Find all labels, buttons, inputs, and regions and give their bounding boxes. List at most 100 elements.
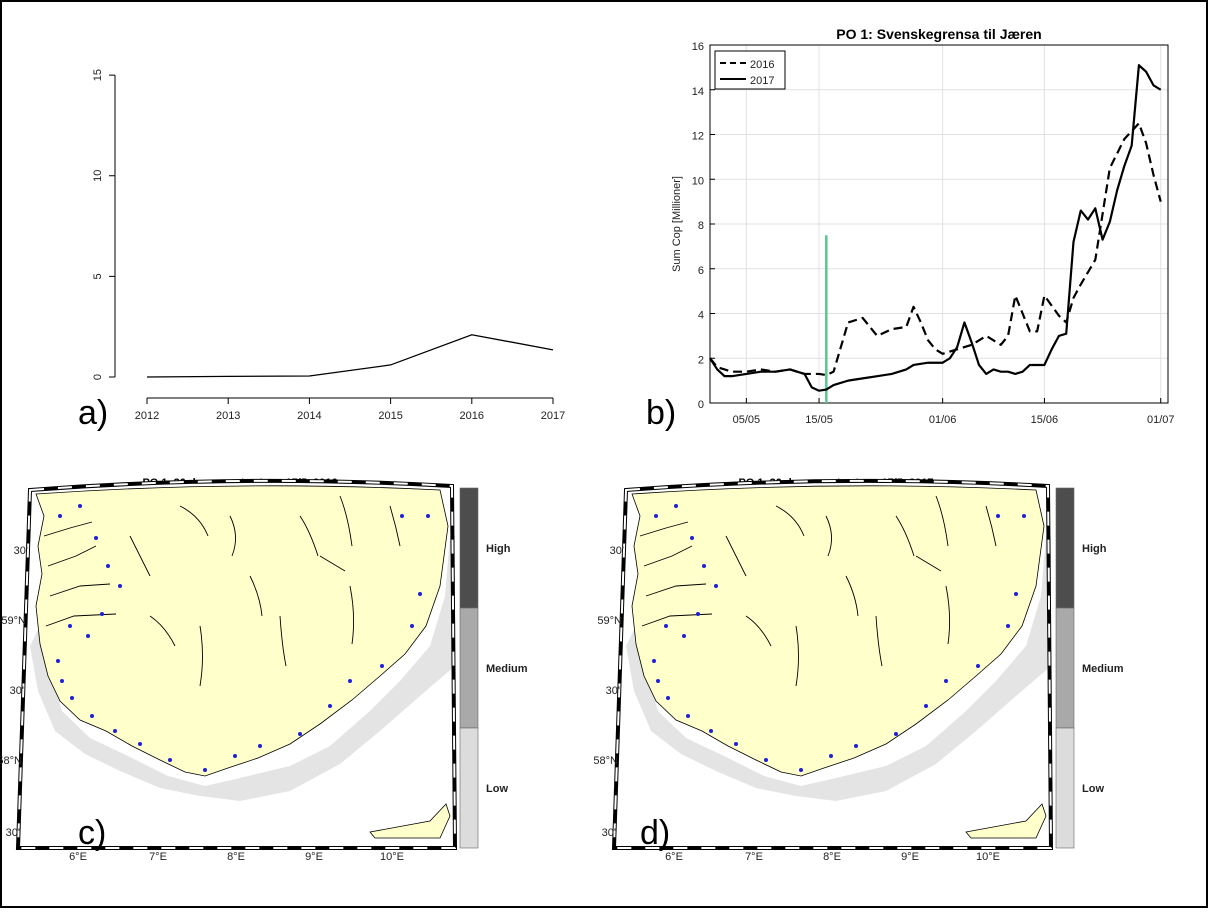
station-dot [656,679,660,683]
lon-label: 10°E [380,851,404,863]
x-tick-label: 2015 [378,410,402,422]
colorbar-label: Medium [1082,663,1124,675]
y-tick-label: 12 [692,131,704,143]
lat-label: 58°N [593,755,618,767]
lat-label: 30' [6,827,20,839]
x-tick-label: 2014 [297,410,321,422]
station-dot [138,742,142,746]
fjord-line [985,505,997,547]
legend: 2016 2017 [714,50,786,90]
lat-label: 59°N [597,615,622,627]
station-dot [714,584,718,588]
map-frame-dashes [16,479,457,849]
fjord-line [643,545,693,567]
station-dot [118,584,122,588]
station-dot [924,704,928,708]
station-dot [1022,514,1026,518]
station-dot [652,659,656,663]
x-tick-label: 15/05 [805,414,833,426]
station-dot [996,514,1000,518]
station-dot [426,514,430,518]
lat-label: 30' [606,685,620,697]
lon-label: 8°E [823,851,841,863]
series-line [146,334,554,378]
y-tick-label: 2 [698,354,704,366]
colorbar-label: Medium [486,663,528,675]
map-frame-dashes [612,479,1053,849]
lat-label: 30' [10,685,24,697]
station-dot [68,624,72,628]
land-sweden [965,803,1047,839]
fjord-line [339,495,353,547]
station-dot [348,679,352,683]
station-dot [168,758,172,762]
fjord-line [179,505,209,537]
chart-title: PO 1: Svenskegrensa til Jæren [836,26,1041,42]
station-dot [94,536,98,540]
fjord-line [279,615,287,667]
station-dot [298,732,302,736]
station-dot [90,714,94,718]
fjord-line [915,555,942,572]
station-dot [58,514,62,518]
y-tick-label: 10 [92,170,104,182]
station-dot [686,714,690,718]
lat-label: 59°N [1,615,26,627]
station-dot [380,664,384,668]
fjord-line [935,495,949,547]
y-tick-label: 0 [92,374,104,380]
lat-label: 30' [610,545,624,557]
lon-label: 9°E [305,851,323,863]
map-c: PO 1, 30 dager sentrert om 17/5, 201630'… [0,477,528,863]
x-tick-label: 15/06 [1031,414,1059,426]
land [35,485,449,777]
fjord-line [43,521,93,537]
series-line-2017 [709,64,1162,392]
fjord-line [639,521,689,537]
colorbar-label: Low [1082,783,1104,795]
fjord-line [945,585,951,645]
station-dot [829,754,833,758]
y-axis-label: Sum Cop [Millioner] [671,176,683,272]
station-dot [106,564,110,568]
station-dot [203,768,207,772]
colorbar-segment [1055,607,1075,729]
lon-label: 6°E [69,851,87,863]
fjord-line [49,583,111,597]
station-dot [674,504,678,508]
colorbar-label: High [1082,543,1107,555]
station-dot [799,768,803,772]
station-dot [418,592,422,596]
y-tick-label: 6 [698,265,704,277]
fjord-line [129,535,151,577]
station-dot [400,514,404,518]
lon-label: 7°E [745,851,763,863]
x-tick-label: 2013 [216,410,240,422]
station-dot [410,624,414,628]
lat-label: 30' [14,545,28,557]
fjord-line [775,505,805,537]
y-tick-label: 16 [692,41,704,53]
station-dot [70,696,74,700]
panel-label-c: c) [78,814,107,852]
panel-label-a: a) [78,394,109,432]
station-dot [734,742,738,746]
y-tick-label: 4 [698,310,704,322]
station-dot [894,732,898,736]
fjord-line [645,583,707,597]
legend-label: 2016 [750,59,774,71]
fjord-line [875,615,883,667]
fjord-line [319,555,346,572]
land [631,485,1045,777]
y-tick-label: 15 [92,69,104,81]
colorbar-segment [1055,487,1075,609]
station-dot [702,564,706,568]
fjord-line [199,625,203,687]
colorbar-segment [459,607,479,729]
x-tick-label: 01/06 [929,414,957,426]
station-dot [1014,592,1018,596]
lon-label: 8°E [227,851,245,863]
x-tick-label: 01/07 [1147,414,1175,426]
fjord-line [229,515,236,557]
